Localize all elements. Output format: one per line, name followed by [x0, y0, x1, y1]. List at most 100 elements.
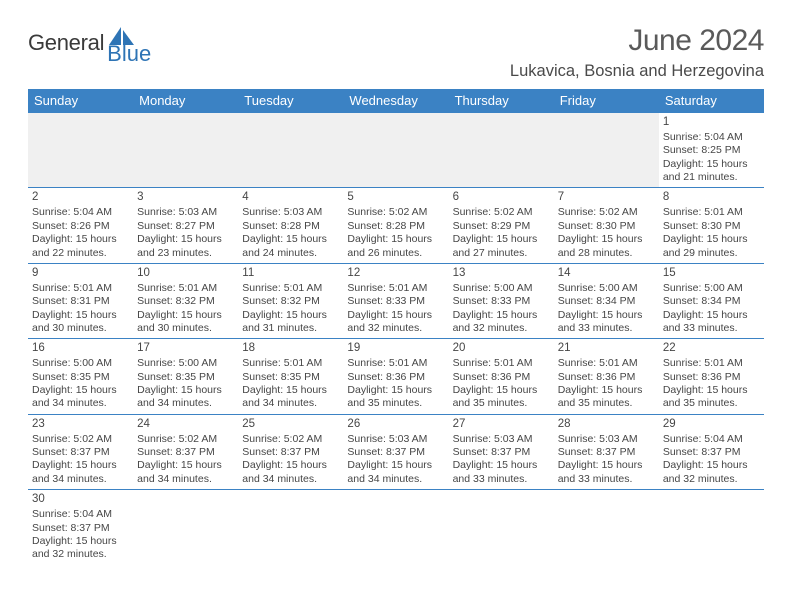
daylight-line: Daylight: 15 hours and 33 minutes. [558, 459, 655, 486]
sunset-line: Sunset: 8:36 PM [558, 371, 655, 384]
day-number: 12 [347, 266, 444, 281]
calendar-cell: 9Sunrise: 5:01 AMSunset: 8:31 PMDaylight… [28, 263, 133, 338]
calendar-cell: 20Sunrise: 5:01 AMSunset: 8:36 PMDayligh… [449, 339, 554, 414]
calendar-cell: 14Sunrise: 5:00 AMSunset: 8:34 PMDayligh… [554, 263, 659, 338]
day-number: 21 [558, 341, 655, 356]
sunrise-line: Sunrise: 5:01 AM [242, 357, 339, 370]
weekday-header: Sunday [28, 89, 133, 113]
calendar-cell: 28Sunrise: 5:03 AMSunset: 8:37 PMDayligh… [554, 414, 659, 489]
sunset-line: Sunset: 8:36 PM [453, 371, 550, 384]
day-number: 18 [242, 341, 339, 356]
calendar-row: 2Sunrise: 5:04 AMSunset: 8:26 PMDaylight… [28, 188, 764, 263]
sunset-line: Sunset: 8:36 PM [347, 371, 444, 384]
calendar-cell: 21Sunrise: 5:01 AMSunset: 8:36 PMDayligh… [554, 339, 659, 414]
weekday-header: Saturday [659, 89, 764, 113]
day-number: 11 [242, 266, 339, 281]
weekday-header: Tuesday [238, 89, 343, 113]
sunrise-line: Sunrise: 5:04 AM [32, 206, 129, 219]
sunrise-line: Sunrise: 5:03 AM [137, 206, 234, 219]
day-number: 8 [663, 190, 760, 205]
sunrise-line: Sunrise: 5:01 AM [453, 357, 550, 370]
sunset-line: Sunset: 8:37 PM [32, 446, 129, 459]
logo-text-blue: Blue [107, 41, 151, 67]
calendar-row: 9Sunrise: 5:01 AMSunset: 8:31 PM Daylight… [28, 263, 764, 338]
calendar-cell: 25Sunrise: 5:02 AMSunset: 8:37 PMDayligh… [238, 414, 343, 489]
daylight-line: Daylight: 15 hours and 32 minutes. [347, 309, 444, 336]
calendar-cell-empty [449, 490, 554, 565]
calendar-row: 30Sunrise: 5:04 AMSunset: 8:37 PMDayligh… [28, 490, 764, 565]
daylight-line: Daylight: 15 hours and 24 minutes. [242, 233, 339, 260]
weekday-header: Friday [554, 89, 659, 113]
sunrise-line: Sunrise: 5:03 AM [242, 206, 339, 219]
daylight-line: Daylight: 15 hours and 34 minutes. [347, 459, 444, 486]
location: Lukavica, Bosnia and Herzegovina [510, 62, 764, 81]
sunset-line: Sunset: 8:35 PM [242, 371, 339, 384]
day-number: 22 [663, 341, 760, 356]
daylight-line: Daylight: 15 hours and 30 minutes. [137, 309, 234, 336]
calendar-cell: 19Sunrise: 5:01 AMSunset: 8:36 PMDayligh… [343, 339, 448, 414]
sunset-line: Sunset: 8:30 PM [558, 220, 655, 233]
sunrise-line: Sunrise: 5:01 AM [32, 282, 129, 295]
calendar-cell: 11Sunrise: 5:01 AMSunset: 8:32 PMDayligh… [238, 263, 343, 338]
calendar-cell: 26Sunrise: 5:03 AMSunset: 8:37 PMDayligh… [343, 414, 448, 489]
sunset-line: Sunset: 8:28 PM [347, 220, 444, 233]
weekday-header: Thursday [449, 89, 554, 113]
sunrise-line: Sunrise: 5:02 AM [347, 206, 444, 219]
sunset-line: Sunset: 8:31 PM [32, 295, 129, 308]
logo: General Blue [28, 30, 181, 56]
sunset-line: Sunset: 8:34 PM [558, 295, 655, 308]
sunset-line: Sunset: 8:35 PM [137, 371, 234, 384]
day-number: 29 [663, 417, 760, 432]
calendar-cell: 24Sunrise: 5:02 AMSunset: 8:37 PMDayligh… [133, 414, 238, 489]
calendar-cell: 5Sunrise: 5:02 AMSunset: 8:28 PMDaylight… [343, 188, 448, 263]
sunrise-line: Sunrise: 5:00 AM [453, 282, 550, 295]
calendar-cell-empty [659, 490, 764, 565]
calendar-cell-empty [554, 490, 659, 565]
sunset-line: Sunset: 8:33 PM [453, 295, 550, 308]
daylight-line: Daylight: 15 hours and 33 minutes. [453, 459, 550, 486]
calendar-cell-empty [343, 113, 448, 188]
day-number: 20 [453, 341, 550, 356]
calendar-cell: 30Sunrise: 5:04 AMSunset: 8:37 PMDayligh… [28, 490, 133, 565]
weekday-header-row: Sunday Monday Tuesday Wednesday Thursday… [28, 89, 764, 113]
daylight-line: Daylight: 15 hours and 32 minutes. [32, 535, 129, 562]
day-number: 9 [32, 266, 129, 281]
sunrise-line: Sunrise: 5:00 AM [663, 282, 760, 295]
day-number: 25 [242, 417, 339, 432]
calendar-row: 16Sunrise: 5:00 AMSunset: 8:35 PMDayligh… [28, 339, 764, 414]
sunrise-line: Sunrise: 5:01 AM [663, 206, 760, 219]
calendar-cell: 1Sunrise: 5:04 AMSunset: 8:25 PMDaylight… [659, 113, 764, 188]
day-number: 14 [558, 266, 655, 281]
sunrise-line: Sunrise: 5:03 AM [347, 433, 444, 446]
calendar-cell-empty [449, 113, 554, 188]
calendar-row: 23Sunrise: 5:02 AMSunset: 8:37 PMDayligh… [28, 414, 764, 489]
weekday-header: Wednesday [343, 89, 448, 113]
daylight-line: Daylight: 15 hours and 34 minutes. [32, 459, 129, 486]
daylight-line: Daylight: 15 hours and 29 minutes. [663, 233, 760, 260]
daylight-line: Daylight: 15 hours and 34 minutes. [242, 384, 339, 411]
sunset-line: Sunset: 8:35 PM [32, 371, 129, 384]
day-number: 7 [558, 190, 655, 205]
daylight-line: Daylight: 15 hours and 34 minutes. [137, 459, 234, 486]
sunrise-line: Sunrise: 5:02 AM [453, 206, 550, 219]
sunrise-line: Sunrise: 5:01 AM [347, 357, 444, 370]
sunset-line: Sunset: 8:37 PM [558, 446, 655, 459]
sunset-line: Sunset: 8:32 PM [242, 295, 339, 308]
calendar-table: Sunday Monday Tuesday Wednesday Thursday… [28, 89, 764, 565]
daylight-line: Daylight: 15 hours and 32 minutes. [663, 459, 760, 486]
daylight-line: Daylight: 15 hours and 34 minutes. [242, 459, 339, 486]
day-number: 23 [32, 417, 129, 432]
sunrise-line: Sunrise: 5:03 AM [558, 433, 655, 446]
sunset-line: Sunset: 8:30 PM [663, 220, 760, 233]
daylight-line: Daylight: 15 hours and 34 minutes. [137, 384, 234, 411]
day-number: 19 [347, 341, 444, 356]
daylight-line: Daylight: 15 hours and 21 minutes. [663, 158, 760, 185]
sunrise-line: Sunrise: 5:01 AM [558, 357, 655, 370]
sunset-line: Sunset: 8:28 PM [242, 220, 339, 233]
calendar-cell: 27Sunrise: 5:03 AMSunset: 8:37 PMDayligh… [449, 414, 554, 489]
calendar-cell-empty [554, 113, 659, 188]
day-number: 16 [32, 341, 129, 356]
day-number: 13 [453, 266, 550, 281]
sunrise-line: Sunrise: 5:03 AM [453, 433, 550, 446]
day-number: 2 [32, 190, 129, 205]
